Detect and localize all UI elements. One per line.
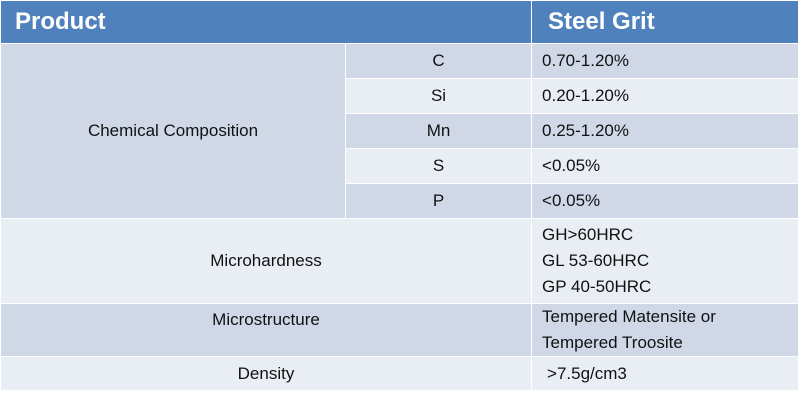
microhardness-value: GP 40-50HRC	[542, 277, 652, 296]
table-row: Microstructure Tempered Matensite or Tem…	[0, 303, 799, 357]
microhardness-value: GH>60HRC	[542, 225, 634, 244]
element-symbol: P	[344, 183, 533, 219]
element-value: <0.05%	[531, 183, 799, 219]
table-row: Mn 0.25-1.20%	[1, 113, 799, 149]
density-label: Density	[0, 356, 533, 391]
microhardness-value: GL 53-60HRC	[542, 251, 650, 270]
product-header: Product	[0, 0, 533, 44]
element-symbol: Mn	[344, 113, 533, 149]
microstructure-value: Tempered Troosite	[542, 333, 683, 352]
table-header-row: Product Steel Grit	[0, 0, 799, 44]
element-value: 0.25-1.20%	[531, 113, 799, 149]
element-value: 0.20-1.20%	[531, 78, 799, 114]
microhardness-values: GH>60HRC GL 53-60HRC GP 40-50HRC	[531, 218, 799, 304]
microstructure-label: Microstructure	[0, 303, 533, 357]
chemical-composition-label: Chemical Composition	[0, 43, 346, 219]
microhardness-label: Microhardness	[0, 218, 533, 304]
table-row: Si 0.20-1.20%	[1, 78, 799, 114]
table-row: Microhardness GH>60HRC GL 53-60HRC GP 40…	[0, 218, 799, 304]
table-row: P <0.05%	[1, 183, 799, 219]
microstructure-value: Tempered Matensite or	[542, 307, 716, 326]
element-symbol: C	[344, 43, 533, 79]
table-row: Chemical Composition C 0.70-1.20%	[0, 43, 799, 219]
steel-grit-spec-table: Product Steel Grit Chemical Composition …	[0, 0, 799, 391]
steel-grit-header: Steel Grit	[531, 0, 799, 44]
microstructure-values: Tempered Matensite or Tempered Troosite	[531, 303, 799, 357]
element-symbol: S	[344, 148, 533, 184]
element-value: <0.05%	[531, 148, 799, 184]
density-value: >7.5g/cm3	[531, 356, 799, 391]
table-row: Density >7.5g/cm3	[0, 356, 799, 391]
table-row: S <0.05%	[1, 148, 799, 184]
element-symbol: Si	[344, 78, 533, 114]
element-value: 0.70-1.20%	[531, 43, 799, 79]
